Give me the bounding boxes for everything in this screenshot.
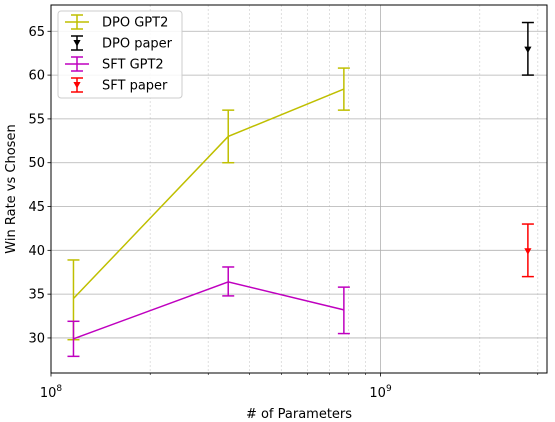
legend-entry-sft-gpt2: SFT GPT2 [65, 56, 164, 73]
y-tick-label: 40 [28, 244, 45, 259]
series-dpo-gpt2 [67, 67, 350, 341]
y-tick-label: 60 [28, 69, 45, 84]
y-tick-label: 55 [28, 112, 45, 127]
series-sft-gpt2 [67, 266, 350, 358]
legend-label: SFT GPT2 [102, 58, 164, 73]
legend-entry-dpo-gpt2: DPO GPT2 [65, 14, 168, 31]
series-dpo-paper [521, 21, 534, 76]
legend-label: DPO GPT2 [102, 16, 168, 31]
sft-paper-point [524, 248, 532, 255]
y-tick-label: 50 [28, 156, 45, 171]
sft-gpt2-line [73, 281, 345, 340]
legend-entry-sft-paper: SFT paper [71, 77, 168, 94]
legend-box [57, 10, 183, 99]
dpo-gpt2-line [72, 88, 345, 300]
legend-label: SFT paper [102, 79, 168, 94]
x-tick-label: 109 [369, 384, 392, 401]
series-sft-paper [521, 223, 534, 278]
axis-ticks: 30 35 40 45 50 55 60 65 108 109 [28, 25, 539, 401]
y-tick-label: 35 [28, 288, 45, 303]
plot-frame [50, 4, 548, 374]
dpo-paper-point [524, 46, 532, 54]
y-tick-label: 65 [28, 25, 45, 40]
y-tick-label: 45 [28, 200, 45, 215]
legend-label: DPO paper [102, 37, 173, 52]
legend-entry-dpo-paper: DPO paper [71, 35, 173, 52]
data-series [67, 21, 534, 358]
x-tick-label: 108 [40, 384, 63, 401]
y-axis-label: Win Rate vs Chosen [4, 124, 19, 253]
x-axis-label: # of Parameters [246, 407, 352, 422]
legend: DPO GPT2 DPO paper SFT GPT2 SFT paper [57, 10, 183, 99]
y-tick-label: 30 [28, 331, 45, 346]
